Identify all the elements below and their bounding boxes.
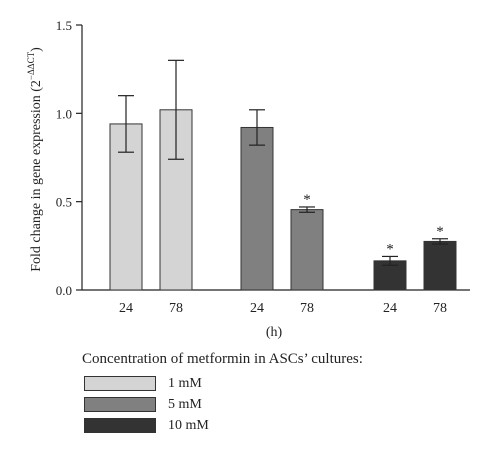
y-tick-label: 1.5 bbox=[56, 18, 72, 33]
x-tick-label: 78 bbox=[433, 301, 447, 316]
x-tick-label: 78 bbox=[300, 301, 314, 316]
x-tick-label: 24 bbox=[383, 301, 397, 316]
legend-title: Concentration of metformin in ASCs’ cult… bbox=[82, 351, 363, 367]
bar-chart: 0.0 0.5 1.0 1.5 Fold change in gene expressi… bbox=[26, 18, 470, 340]
x-tick-label: 78 bbox=[169, 301, 183, 316]
legend-item-10mm: 10 mM bbox=[82, 416, 363, 435]
significance-marker: * bbox=[386, 241, 394, 257]
y-tick-label: 1.0 bbox=[56, 106, 72, 121]
x-tick-label: 24 bbox=[250, 301, 264, 316]
bar bbox=[240, 126, 274, 291]
legend-swatch-1mm bbox=[84, 376, 156, 391]
significance-marker: * bbox=[303, 192, 311, 208]
legend-item-5mm: 5 mM bbox=[82, 395, 363, 414]
bar bbox=[423, 240, 457, 291]
legend-label-5mm: 5 mM bbox=[168, 396, 202, 412]
legend-item-1mm: 1 mM bbox=[82, 374, 363, 393]
legend-swatch-10mm bbox=[84, 418, 156, 433]
y-tick-label: 0.5 bbox=[56, 195, 72, 210]
y-axis-label: Fold change in gene expression (2−ΔΔCT) bbox=[26, 47, 44, 272]
y-tick-label: 0.0 bbox=[56, 283, 72, 298]
legend: Concentration of metformin in ASCs’ cult… bbox=[82, 351, 363, 437]
bar bbox=[290, 209, 324, 291]
legend-label-1mm: 1 mM bbox=[168, 375, 202, 391]
legend-swatch-5mm bbox=[84, 397, 156, 412]
x-axis-label: (h) bbox=[266, 325, 283, 340]
significance-marker: * bbox=[436, 224, 444, 240]
legend-label-10mm: 10 mM bbox=[168, 417, 209, 433]
x-tick-label: 24 bbox=[119, 301, 133, 316]
